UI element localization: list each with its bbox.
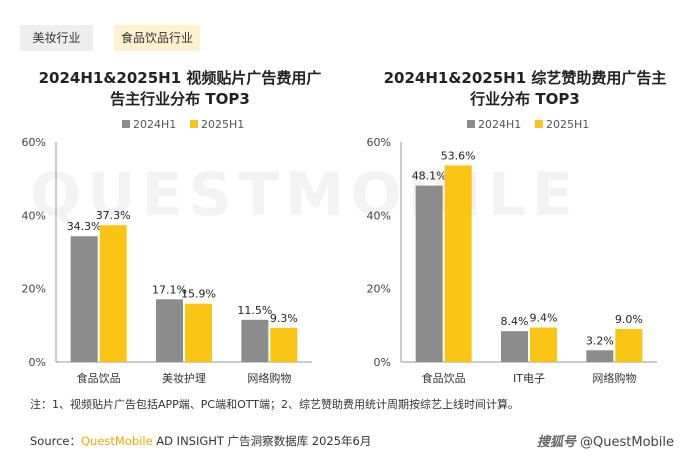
chart1-xtick-1: 美妆护理 bbox=[162, 371, 206, 385]
chart1-ytick-1: 20% bbox=[22, 283, 46, 296]
credit-platform: 搜狐号 bbox=[536, 435, 576, 450]
chart1-legend-label-1: 2025H1 bbox=[201, 118, 244, 131]
chart1-title: 2024H1&2025H1 视频贴片广告费用广 告主行业分布 TOP3 bbox=[20, 68, 340, 110]
chart1-bar-1-0 bbox=[99, 225, 127, 362]
chart2-legend-swatch-1 bbox=[535, 120, 543, 128]
chart1-data-label-1-2: 9.3% bbox=[270, 312, 298, 325]
chart2-xtick-2: 网络购物 bbox=[592, 371, 636, 385]
chart2-bar-0-1 bbox=[501, 331, 528, 362]
chart1-data-label-1-1: 15.9% bbox=[181, 288, 216, 301]
chart2-bar-0-2 bbox=[586, 350, 614, 362]
chart2-data-label-0-2: 3.2% bbox=[586, 334, 614, 347]
chart2-bar-1-2 bbox=[615, 329, 643, 362]
watermark: QUESTMOBILE bbox=[30, 160, 579, 230]
chart2-ytick-0: 0% bbox=[374, 356, 391, 369]
chart2-data-label-1-0: 53.6% bbox=[441, 149, 476, 162]
credit-handle: @QuestMobile bbox=[580, 435, 674, 450]
chart1-data-label-0-1: 17.1% bbox=[152, 283, 187, 296]
chart2-xtick-1: IT电子 bbox=[513, 372, 545, 385]
chart1-bar-0-0 bbox=[70, 236, 98, 362]
chart1-xtick-0: 食品饮品 bbox=[77, 371, 121, 385]
chart1-bar-1-1 bbox=[185, 303, 212, 362]
chart1-title-line1: 2024H1&2025H1 视频贴片广告费用广 bbox=[38, 69, 322, 87]
source-rest: AD INSIGHT 广告洞察数据库 2025年6月 bbox=[156, 434, 372, 448]
chart1-title-line2: 告主行业分布 TOP3 bbox=[110, 90, 250, 108]
credit: 搜狐号 @QuestMobile bbox=[537, 431, 674, 450]
chart2-data-label-1-1: 9.4% bbox=[530, 312, 558, 325]
chart1-bar-1-2 bbox=[270, 327, 298, 362]
chart2-ytick-3: 60% bbox=[367, 136, 391, 149]
source-brand: QuestMobile bbox=[81, 434, 153, 448]
chart2-xtick-0: 食品饮品 bbox=[422, 371, 466, 385]
chart1-legend-swatch-0 bbox=[122, 120, 130, 128]
chart1-legend-label-0: 2024H1 bbox=[133, 118, 176, 131]
chart2-data-label-0-1: 8.4% bbox=[501, 315, 529, 328]
chart2-bar-1-1 bbox=[530, 327, 557, 362]
chart1-data-label-0-2: 11.5% bbox=[237, 304, 272, 317]
chart1-ytick-3: 60% bbox=[22, 136, 46, 149]
chart2-title: 2024H1&2025H1 综艺赞助费用广告主 行业分布 TOP3 bbox=[365, 68, 685, 110]
chart2-data-label-1-2: 9.0% bbox=[615, 313, 643, 326]
chart1-svg: 2024H1 2025H1 0% 20% 40% 60% 34.3%37.3% 食品饮品 17.… bbox=[22, 118, 312, 385]
source-line: Source：QuestMobile AD INSIGHT 广告洞察数据库 20… bbox=[30, 433, 371, 449]
chart1-bar-0-1 bbox=[156, 299, 183, 362]
chart1-xtick-2: 网络购物 bbox=[247, 371, 291, 385]
chart2-bar-1-0 bbox=[444, 165, 472, 362]
chart1-data-label-1-0: 37.3% bbox=[96, 209, 131, 222]
tab-food-beverage-industry[interactable]: 食品饮品行业 bbox=[114, 25, 200, 51]
footnote: 注：1、视频贴片广告包括APP端、PC端和OTT端；2、综艺赞助费用统计周期按综… bbox=[30, 398, 520, 411]
chart1-legend-swatch-1 bbox=[190, 120, 198, 128]
chart2-title-line1: 2024H1&2025H1 综艺赞助费用广告主 bbox=[383, 69, 667, 87]
chart2-title-line2: 行业分布 TOP3 bbox=[470, 90, 580, 108]
chart2-svg: 2024H1 2025H1 0% 20% 40% 60% 48.1% 53.6% 食品饮品 8.4… bbox=[367, 118, 657, 385]
source-prefix: Source： bbox=[30, 434, 81, 448]
chart2-legend-swatch-0 bbox=[467, 120, 475, 128]
chart2-bar-0-0 bbox=[415, 185, 443, 362]
chart1-bar-0-2 bbox=[241, 319, 269, 362]
chart1-ytick-2: 40% bbox=[22, 209, 46, 222]
chart2-legend-label-1: 2025H1 bbox=[546, 118, 589, 131]
chart2-ytick-2: 40% bbox=[367, 209, 391, 222]
tab-beauty-industry[interactable]: 美妆行业 bbox=[20, 25, 93, 51]
chart1-ytick-0: 0% bbox=[29, 356, 46, 369]
chart2-data-label-0-0: 48.1% bbox=[412, 170, 447, 183]
chart2-legend-label-0: 2024H1 bbox=[478, 118, 521, 131]
chart1-data-label-0-0: 34.3% bbox=[67, 220, 102, 233]
chart2-ytick-1: 20% bbox=[367, 283, 391, 296]
